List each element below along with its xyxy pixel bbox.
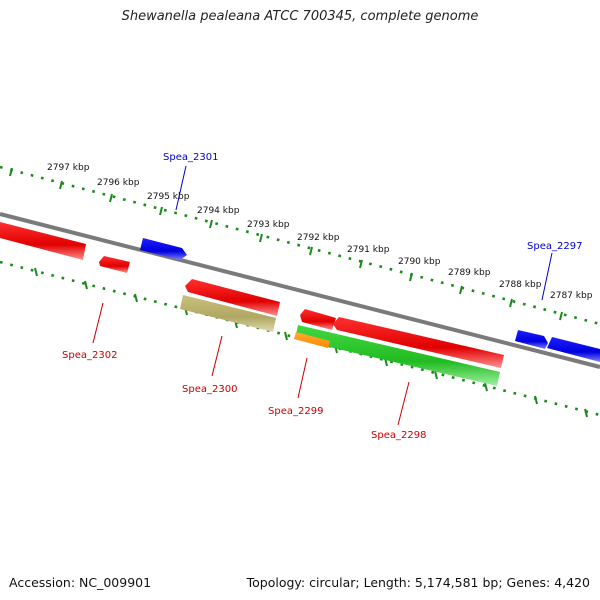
kbp-label-2790: 2790 kbp: [398, 257, 441, 267]
gene-label-spea-2297[interactable]: Spea_2297: [527, 241, 582, 252]
gene-spea-2297b-arrow[interactable]: [547, 337, 600, 362]
gene-spea-2302-arrow[interactable]: [0, 222, 86, 260]
leader-spea-2302: [92, 302, 104, 344]
kbp-label-2789: 2789 kbp: [448, 268, 491, 278]
leader-spea-2297: [541, 252, 553, 301]
kbp-label-2791: 2791 kbp: [347, 245, 390, 255]
feature-spea-2298-green[interactable]: [295, 325, 500, 386]
leader-spea-2299: [297, 357, 308, 399]
gene-spea-2297-arrow[interactable]: [515, 330, 548, 349]
kbp-label-2796: 2796 kbp: [97, 178, 140, 188]
kbp-label-2795: 2795 kbp: [147, 192, 190, 202]
leader-spea-2298: [397, 381, 410, 426]
leader-spea-2300: [211, 335, 223, 377]
kbp-labels: 2797 kbp 2796 kbp 2795 kbp 2794 kbp 2793…: [47, 163, 593, 301]
kbp-label-2792: 2792 kbp: [297, 233, 340, 243]
gene-label-spea-2301[interactable]: Spea_2301: [163, 152, 218, 163]
leader-spea-2301: [175, 165, 187, 211]
genome-title: Shewanella pealeana ATCC 700345, complet…: [121, 9, 479, 24]
feature-spea-2299-orange[interactable]: [294, 332, 330, 348]
gene-small-red-arrow-2[interactable]: [300, 309, 336, 330]
gene-spea-2300-red-arrow[interactable]: [185, 279, 280, 316]
kbp-label-2788: 2788 kbp: [499, 280, 542, 290]
gene-label-spea-2299[interactable]: Spea_2299: [268, 406, 323, 417]
gene-label-spea-2300[interactable]: Spea_2300: [182, 384, 237, 395]
upper-ruler: [0, 165, 600, 326]
gene-spea-2298-red-arrow[interactable]: [333, 317, 504, 368]
genome-summary-text: Topology: circular; Length: 5,174,581 bp…: [246, 575, 590, 590]
kbp-label-2793: 2793 kbp: [247, 220, 290, 230]
genome-backbone: [0, 212, 600, 369]
gene-label-spea-2298[interactable]: Spea_2298: [371, 430, 426, 441]
kbp-label-2787: 2787 kbp: [550, 291, 593, 301]
gene-label-spea-2302[interactable]: Spea_2302: [62, 350, 117, 361]
kbp-label-2797: 2797 kbp: [47, 163, 90, 173]
accession-text: Accession: NC_009901: [9, 575, 152, 590]
gene-spea-2301-arrow[interactable]: [140, 238, 187, 260]
kbp-label-2794: 2794 kbp: [197, 206, 240, 216]
feature-spea-2300-khaki[interactable]: [180, 295, 276, 332]
gene-small-red-arrow[interactable]: [99, 256, 130, 273]
